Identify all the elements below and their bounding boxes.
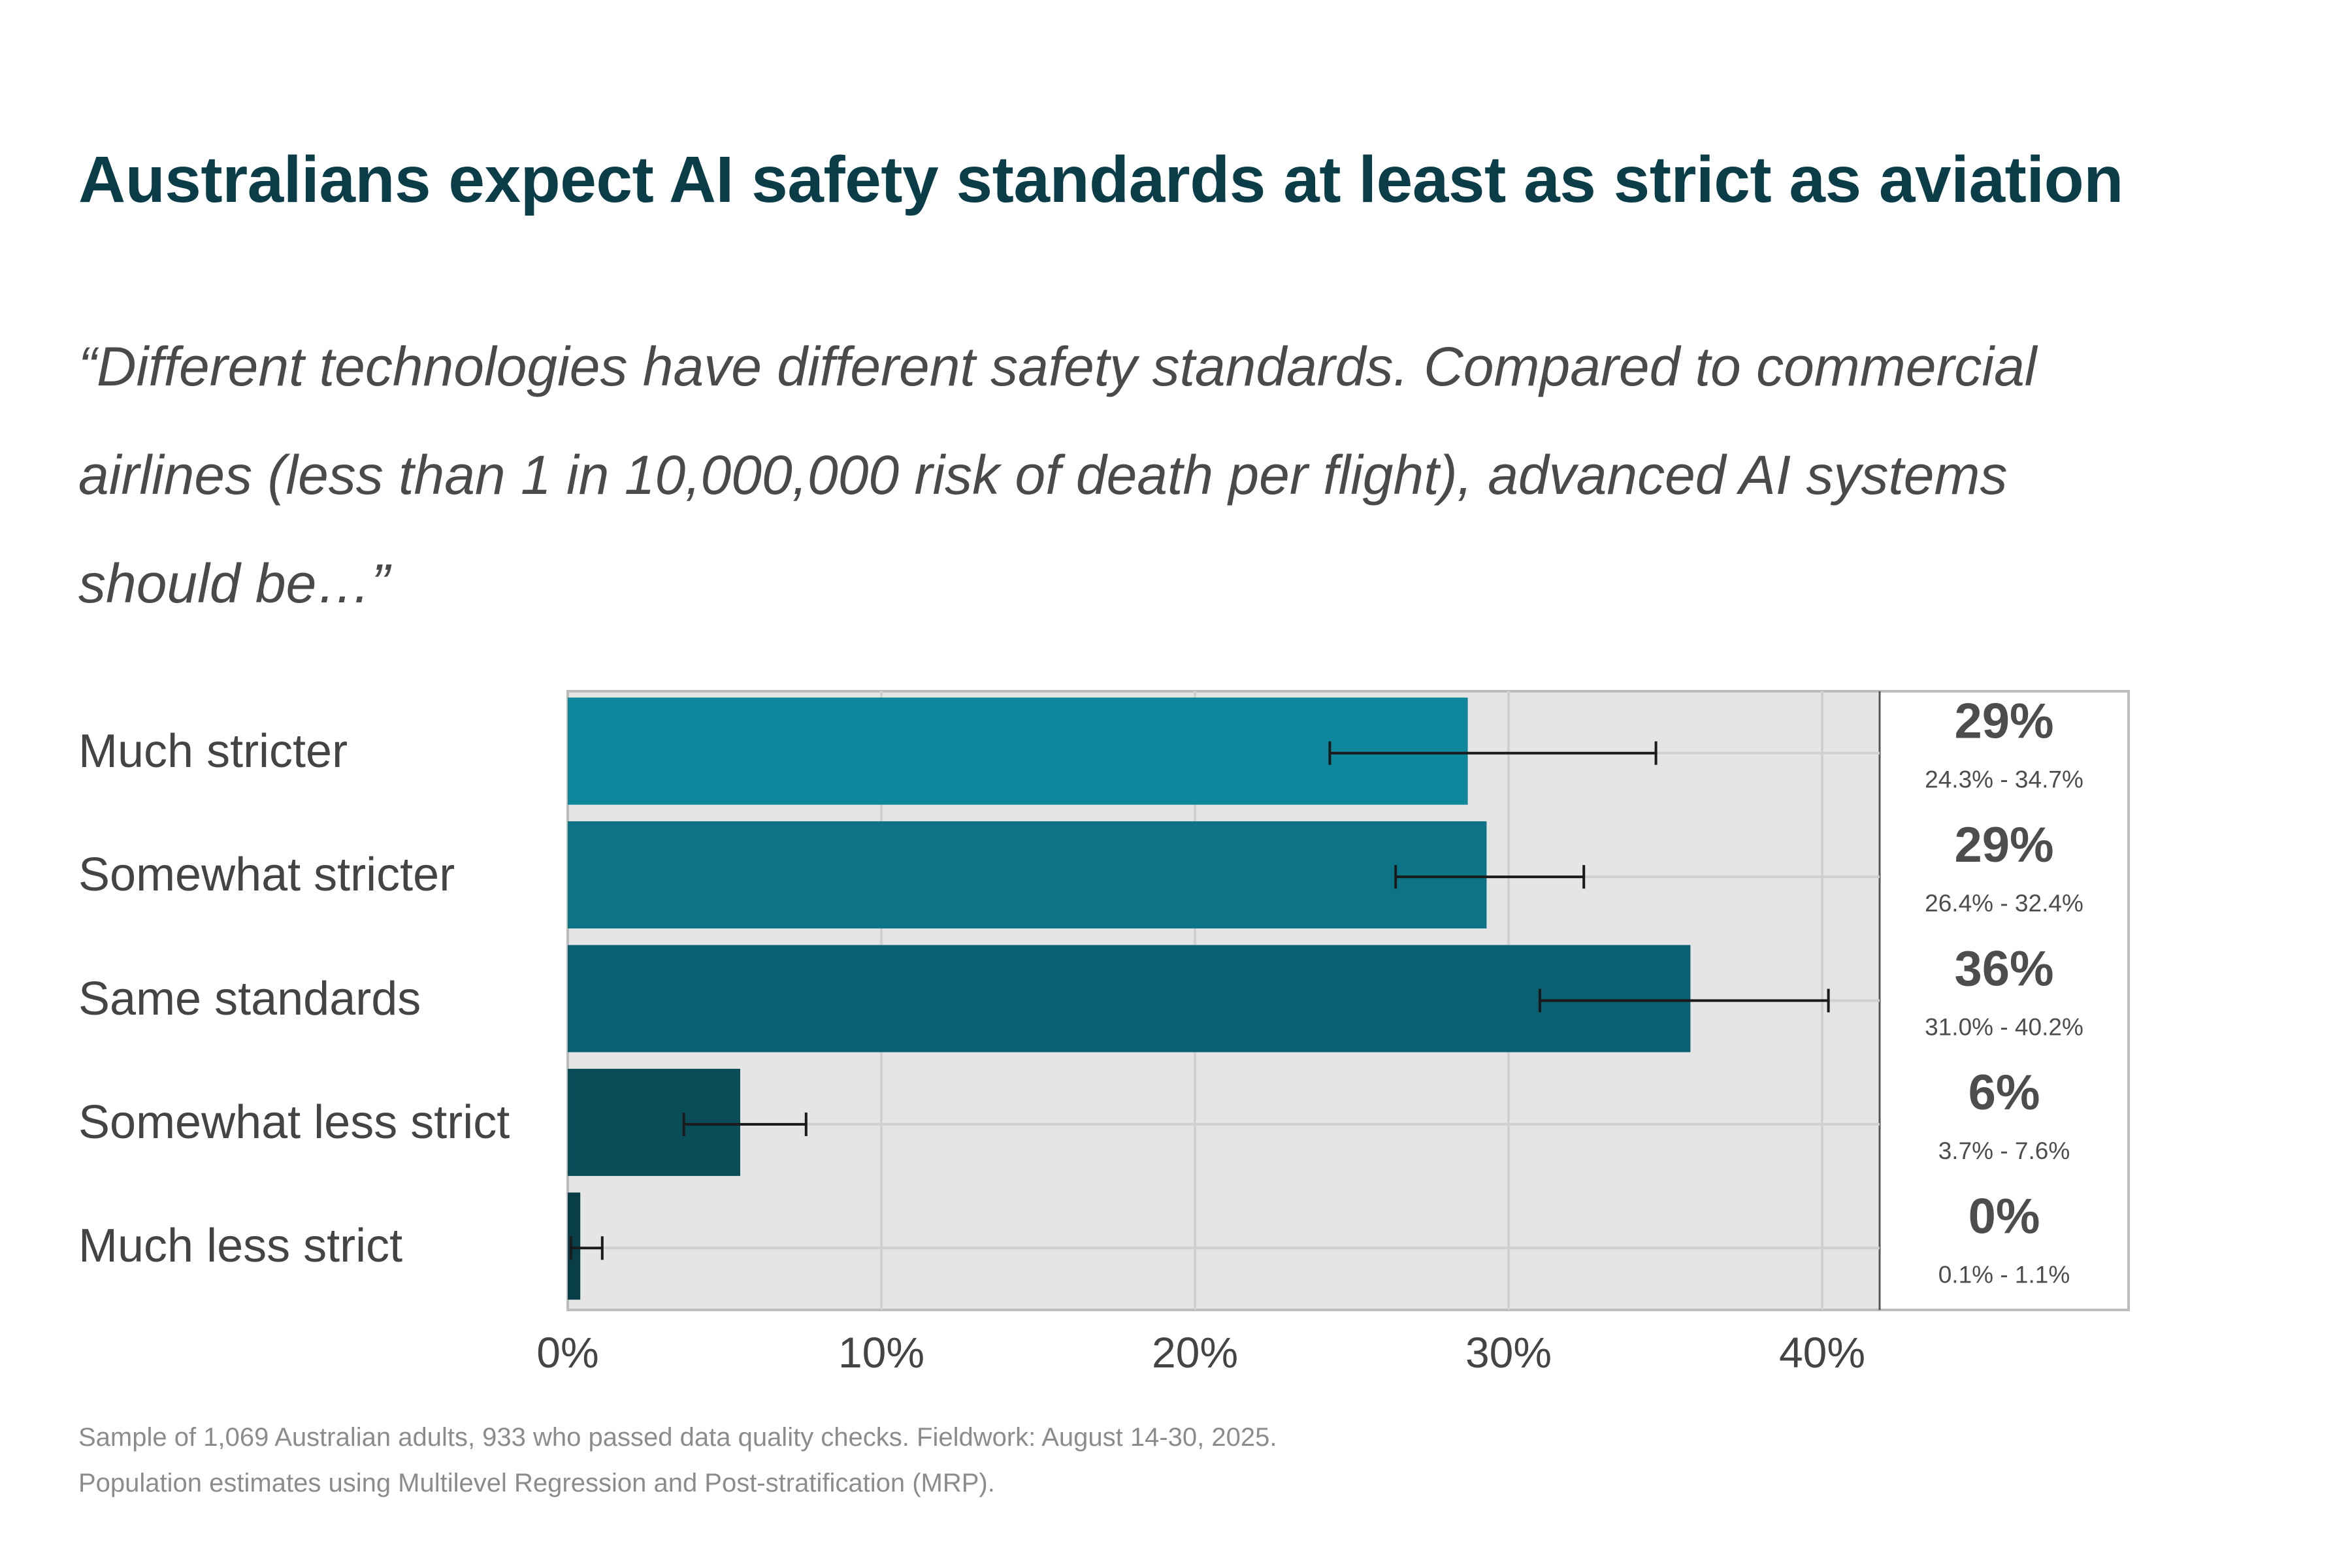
category-label: Somewhat less strict bbox=[78, 1096, 510, 1149]
ci-label: 24.3% - 34.7% bbox=[1925, 766, 2083, 793]
ci-label: 0.1% - 1.1% bbox=[1938, 1261, 2070, 1288]
bar bbox=[568, 821, 1487, 929]
bar bbox=[568, 1192, 581, 1300]
survey-question-quote: “Different technologies have different s… bbox=[78, 336, 2037, 614]
x-tick-label: 30% bbox=[1465, 1328, 1552, 1377]
footer-sample-note: Sample of 1,069 Australian adults, 933 w… bbox=[78, 1423, 1277, 1452]
value-label: 29% bbox=[1954, 817, 2053, 873]
category-label: Somewhat stricter bbox=[78, 849, 455, 902]
value-label: 36% bbox=[1954, 941, 2053, 997]
bar bbox=[568, 1068, 740, 1176]
footer-method-note: Population estimates using Multilevel Re… bbox=[78, 1469, 995, 1497]
value-panel bbox=[1880, 691, 2129, 1310]
bar bbox=[568, 697, 1468, 805]
bar bbox=[568, 945, 1691, 1053]
ci-label: 31.0% - 40.2% bbox=[1925, 1014, 2083, 1041]
x-tick-label: 0% bbox=[536, 1328, 598, 1377]
value-label: 6% bbox=[1968, 1065, 2040, 1120]
ci-label: 26.4% - 32.4% bbox=[1925, 890, 2083, 917]
x-tick-label: 40% bbox=[1779, 1328, 1865, 1377]
category-label: Same standards bbox=[78, 972, 421, 1025]
x-tick-label: 10% bbox=[838, 1328, 924, 1377]
category-label: Much stricter bbox=[78, 725, 348, 777]
chart-title: Australians expect AI safety standards a… bbox=[78, 143, 2123, 216]
value-label: 29% bbox=[1954, 694, 2053, 749]
value-label: 0% bbox=[1968, 1188, 2040, 1244]
x-tick-label: 20% bbox=[1152, 1328, 1238, 1377]
ci-label: 3.7% - 7.6% bbox=[1938, 1137, 2070, 1164]
category-label: Much less strict bbox=[78, 1220, 403, 1273]
